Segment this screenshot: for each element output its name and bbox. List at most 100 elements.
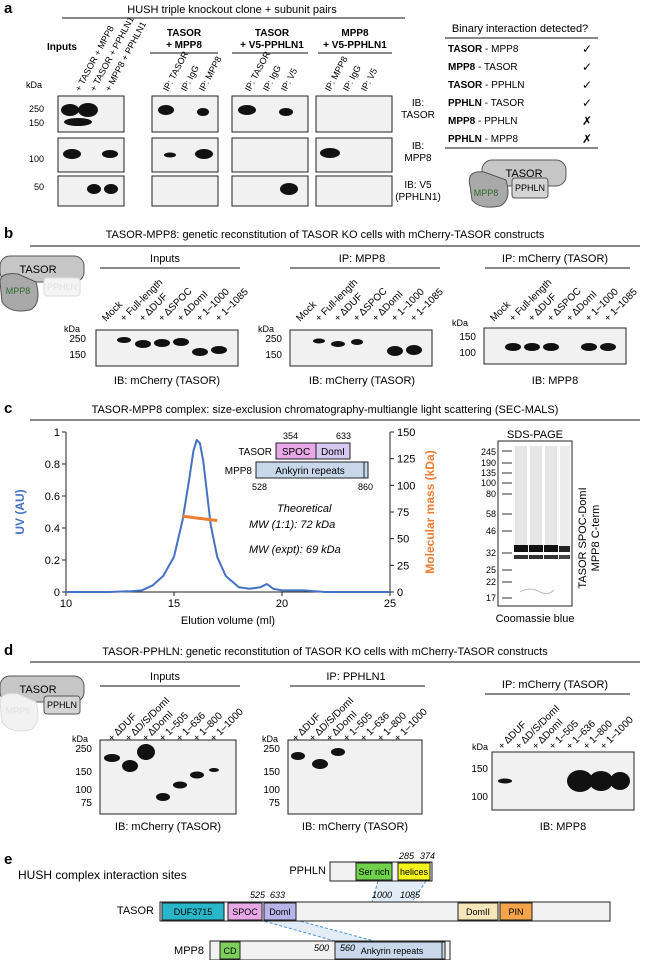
band: [312, 759, 328, 769]
ladder-band: [502, 462, 512, 464]
band: [331, 748, 345, 756]
mw-marker: 100: [459, 348, 476, 359]
tasor-domii-label: DomII: [466, 907, 490, 917]
mw-marker: 150: [29, 118, 44, 128]
interaction-line: [411, 880, 427, 903]
hush-cartoon-b: TASOR MPP8 PPHLN: [0, 255, 85, 312]
inset-ankyrin: [255, 461, 369, 479]
mw-marker: 100: [29, 154, 44, 164]
pphln-n2: 374: [420, 851, 435, 861]
tasor-pin: [499, 902, 533, 921]
band: [505, 343, 521, 351]
y2-tick-label: 150: [397, 427, 415, 439]
tasor-duf3715: [161, 902, 225, 921]
ladder-band: [502, 569, 512, 571]
x-tick-label: 15: [168, 598, 180, 610]
panel-b-label: b: [4, 225, 13, 242]
panel-b-lane-labels: Mock + Full-length + ΔDUF + ΔSPOC + ΔDom…: [100, 277, 640, 324]
band: [192, 348, 208, 356]
gel-legend-line2: MPP8 C-term: [590, 505, 602, 572]
band: [498, 778, 512, 784]
x-tick-label: 25: [384, 598, 396, 610]
blot-d-inputs: [99, 739, 237, 815]
band: [135, 340, 151, 348]
mpp8-n1: 500: [314, 943, 329, 953]
binary-row: PPHLN - TASOR: [448, 98, 524, 109]
blot-d-ip-pphln1: [287, 739, 423, 815]
binary-mark: ✓: [582, 60, 592, 74]
y-tick-label: 0.4: [45, 523, 60, 535]
mw-marker: 250: [265, 334, 282, 345]
band: [104, 184, 118, 194]
y2-tick-label: 0: [397, 587, 403, 599]
binary-title: Binary interaction detected?: [452, 23, 588, 35]
gel-band: [529, 555, 543, 559]
ladder-band: [502, 552, 512, 554]
x-tick-label: 10: [60, 598, 72, 610]
band: [137, 744, 155, 760]
sds-page-gel: SDS-PAGE 245 190 135 100 80 58 46 32 25 …: [481, 429, 602, 625]
binary-row: TASOR - PPHLN: [448, 80, 525, 91]
y2-tick-label: 100: [397, 480, 415, 492]
mpp8-shape: [468, 171, 509, 208]
molecular-mass-trace: [182, 514, 218, 522]
inset-tasor-label: TASOR: [238, 447, 272, 458]
ladder-band: [502, 513, 512, 515]
mw-marker: 250: [263, 744, 280, 755]
y-tick-label: 0.6: [45, 491, 60, 503]
inset-mpp8-end: 860: [358, 482, 373, 492]
binary-mark: ✓: [582, 96, 592, 110]
gel-smear: [530, 446, 542, 546]
band: [104, 754, 120, 762]
band: [64, 118, 92, 126]
band: [351, 339, 363, 345]
band: [195, 149, 213, 159]
panel-d-header: TASOR-PPHLN: genetic reconstitution of T…: [102, 646, 548, 658]
pphln-ser-rich: [355, 862, 393, 881]
panel-d-label: d: [4, 642, 13, 659]
mw-marker: 250: [69, 334, 86, 345]
ib-label: MPP8: [404, 153, 432, 164]
band: [279, 108, 293, 116]
band: [63, 149, 81, 159]
gel-caption: Coomassie blue: [496, 613, 575, 625]
mw-marker: 150: [471, 764, 488, 775]
band: [190, 771, 204, 779]
panel-title: IP: MPP8: [339, 253, 385, 265]
tasor-shape-label: TASOR: [505, 168, 542, 180]
ladder-band: [502, 472, 512, 474]
pphln-tasor-interface: [372, 881, 426, 902]
tasor-domii: [457, 902, 499, 921]
gel-marker: 100: [481, 478, 496, 488]
gel-marker: 25: [486, 565, 496, 575]
band: [117, 337, 131, 343]
annotation: MW (1:1): 72 kDa: [249, 519, 335, 531]
kda-label: kDa: [452, 318, 468, 328]
binary-table: TASOR - MPP8 ✓ MPP8 - TASOR ✓ TASOR - PP…: [448, 42, 592, 146]
mw-marker: 150: [459, 332, 476, 343]
ladder-band: [502, 581, 512, 583]
sec-mals-chart: 10 15 20 2500.20.40.60.810255075100125150El…: [13, 427, 437, 627]
pphln-shape-label: PPHLN: [47, 700, 77, 710]
inset-spoc-label: SPOC: [282, 447, 310, 458]
tasor-pin-label: PIN: [508, 907, 523, 917]
band: [87, 184, 101, 194]
gel-smear: [515, 446, 527, 546]
y-axis-title: UV (AU): [13, 489, 27, 534]
inputs-title: Inputs: [47, 42, 77, 53]
pphln-shape: [43, 695, 81, 715]
tasor-spoc: [227, 902, 263, 921]
mpp8-cd-label: CD: [224, 946, 237, 956]
interaction-line: [295, 919, 375, 942]
band: [211, 346, 227, 354]
lane-label: Mock: [488, 299, 513, 324]
mpp8-shape-label: MPP8: [474, 188, 499, 198]
band: [102, 150, 118, 158]
kda-label: kDa: [64, 324, 80, 334]
tasor-mpp8-interface: [260, 920, 374, 941]
y2-tick-label: 125: [397, 454, 415, 466]
tasor-domi: [263, 902, 297, 921]
tasor-domi-label: DomI: [269, 907, 291, 917]
pphln-shape: [511, 177, 549, 199]
